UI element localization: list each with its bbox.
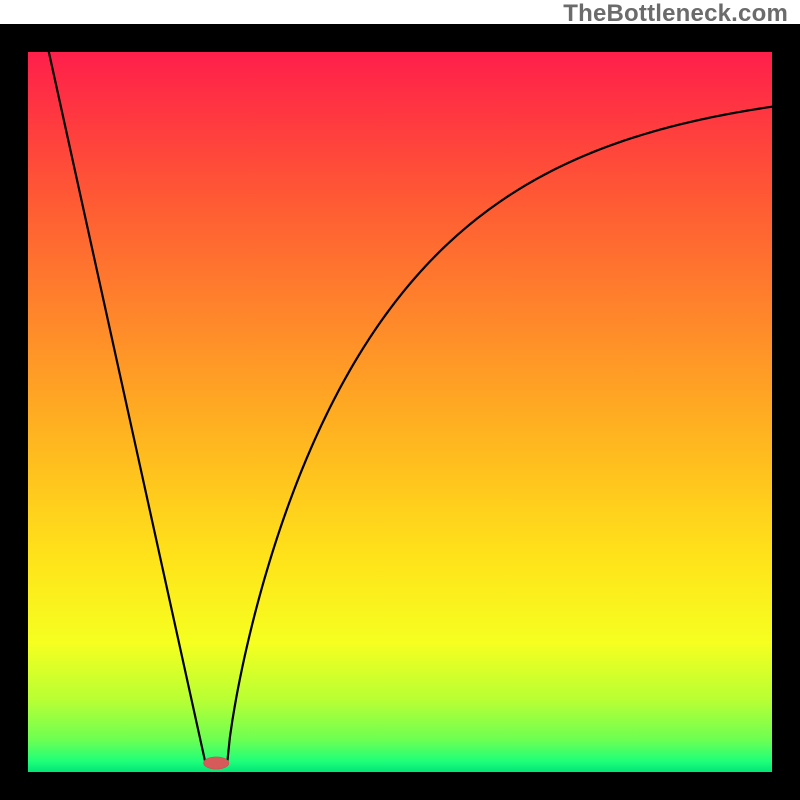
- chart-container: TheBottleneck.com: [0, 0, 800, 800]
- chart-svg: [0, 0, 800, 800]
- watermark-text: TheBottleneck.com: [563, 0, 788, 28]
- optimal-marker: [204, 757, 229, 769]
